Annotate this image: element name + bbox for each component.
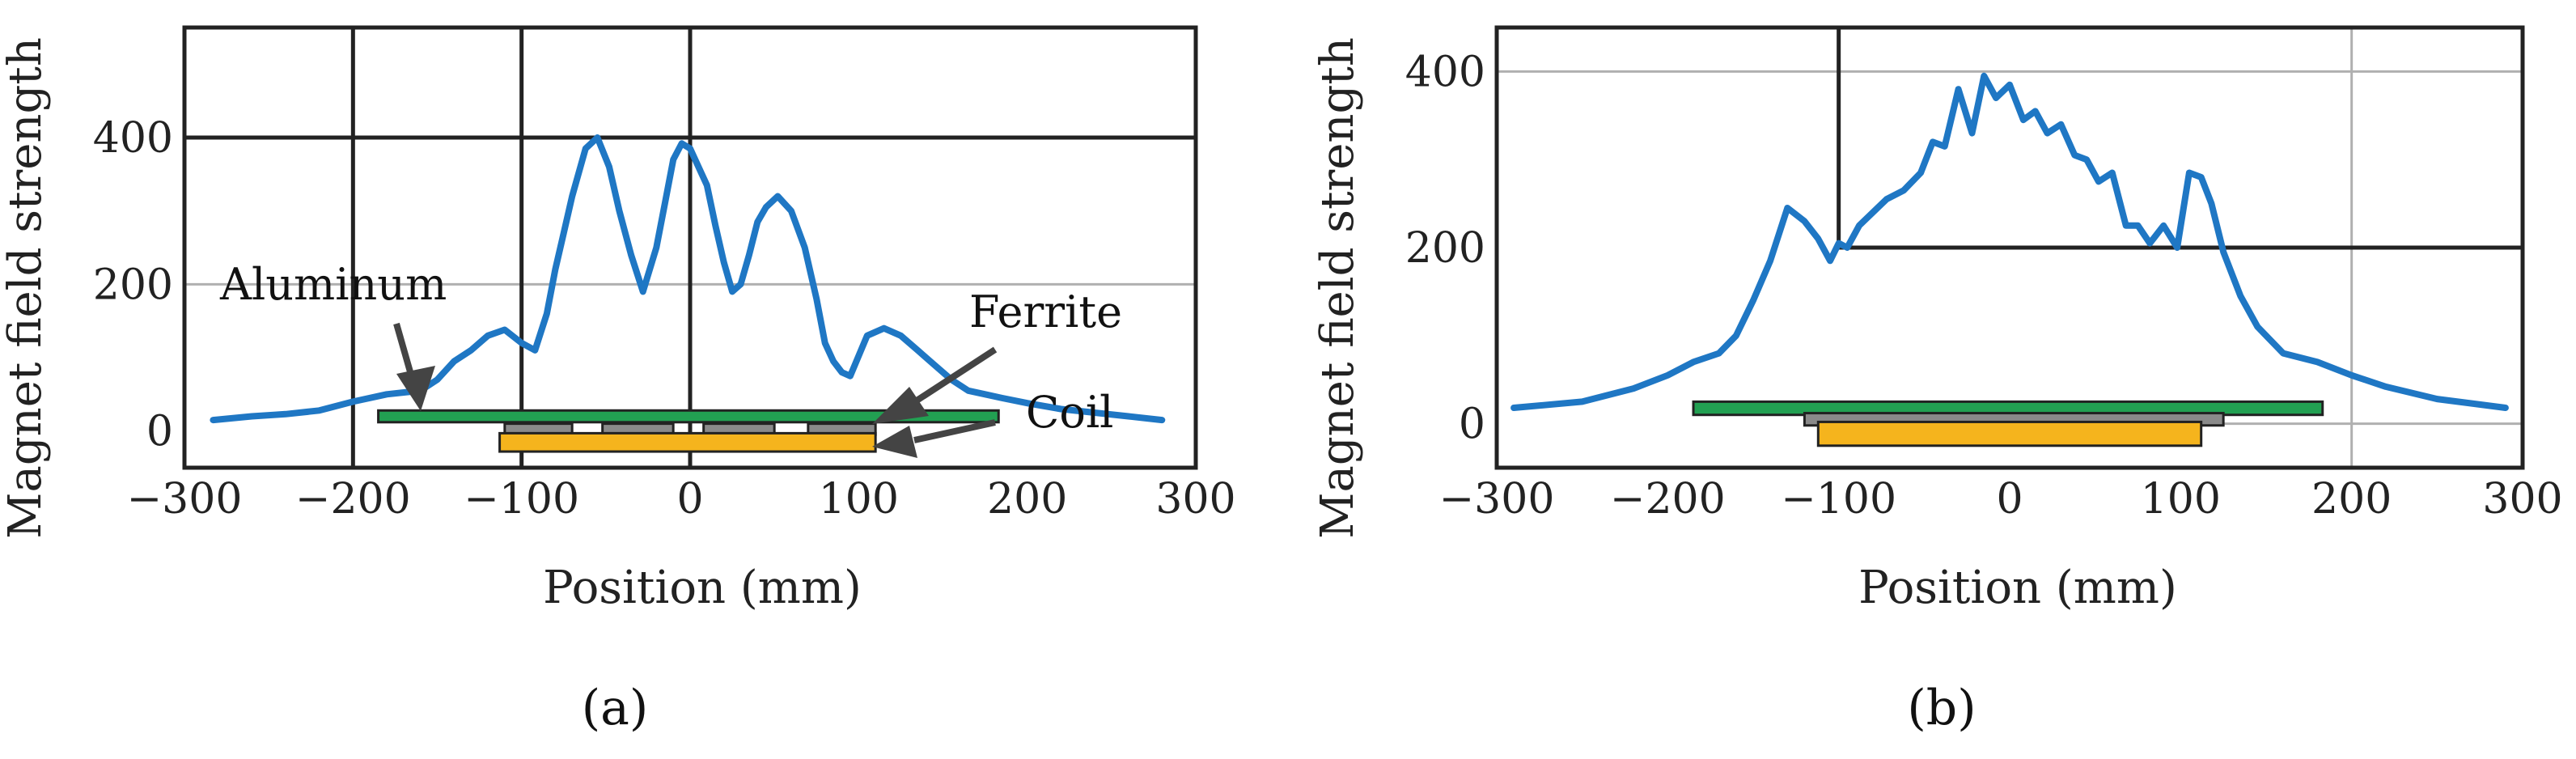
y-tick-label: 200 [1405, 224, 1485, 273]
x-tick-label: −100 [1781, 475, 1896, 524]
panel-a-label: (a) [582, 680, 649, 736]
aluminum-arrow [393, 322, 435, 411]
x-tick-label: 300 [2482, 475, 2562, 524]
y-tick-label: 400 [93, 114, 173, 163]
x-tick-label: −200 [295, 475, 411, 524]
coil-plate [1816, 420, 2203, 447]
x-tick-label: 100 [2141, 475, 2221, 524]
ferrite-annotation: Ferrite [969, 286, 1122, 337]
panel-a-axes-frame [182, 25, 1198, 470]
panel-b-chart: −300 −200 −100 0 100 200 300 0 200 400 Position … [1311, 25, 2563, 736]
panel-b-series-line [1510, 72, 2509, 411]
x-tick-label: −300 [1439, 475, 1555, 524]
x-tick-label: 0 [676, 475, 703, 524]
y-tick-label: 400 [1405, 48, 1485, 96]
x-tick-label: 0 [1996, 475, 2023, 524]
panel-b-x-tick-labels: −300 −200 −100 0 100 200 300 [1439, 475, 2563, 524]
coil-annotation: Coil [1026, 387, 1113, 438]
y-tick-label: 0 [1459, 401, 1485, 449]
x-tick-label: 200 [987, 475, 1067, 524]
y-tick-label: 200 [93, 261, 173, 309]
panel-b-y-tick-labels: 0 200 400 [1405, 48, 1485, 448]
x-tick-label: 300 [1155, 475, 1235, 524]
panel-a-component-stack [377, 409, 1000, 453]
y-tick-label: 0 [146, 408, 173, 456]
panel-b-bold-grid [1837, 28, 2523, 250]
x-tick-label: 100 [819, 475, 899, 524]
panel-a-x-tick-labels: −300 −200 −100 0 100 200 300 [127, 475, 1236, 524]
panel-b-component-stack [1692, 400, 2324, 447]
x-tick-label: 200 [2311, 475, 2392, 524]
panel-a-series-line [210, 134, 1166, 424]
panel-a-y-tick-labels: 0 200 400 [93, 114, 173, 456]
panel-b-axes-frame [1494, 25, 2525, 470]
aluminum-annotation: Aluminum [219, 259, 447, 310]
coil-plate [498, 431, 877, 453]
panel-a-x-axis-label: Position (mm) [543, 562, 862, 614]
panel-a-bold-grid [184, 28, 1196, 468]
aluminum-plate [377, 409, 1000, 424]
coil-arrow [872, 419, 996, 458]
ferrite-arrow [872, 346, 998, 424]
x-tick-label: −200 [1610, 475, 1726, 524]
panel-a-y-axis-label: Magnet field strength [0, 37, 52, 539]
panel-b-y-axis-label: Magnet field strength [1311, 37, 1364, 539]
panel-a-chart: −300 −200 −100 0 100 200 300 0 200 400 Position … [0, 25, 1236, 736]
panel-b-label: (b) [1907, 680, 1976, 736]
x-tick-label: −300 [127, 475, 243, 524]
x-tick-label: −100 [464, 475, 579, 524]
panel-b-x-axis-label: Position (mm) [1858, 562, 2177, 614]
